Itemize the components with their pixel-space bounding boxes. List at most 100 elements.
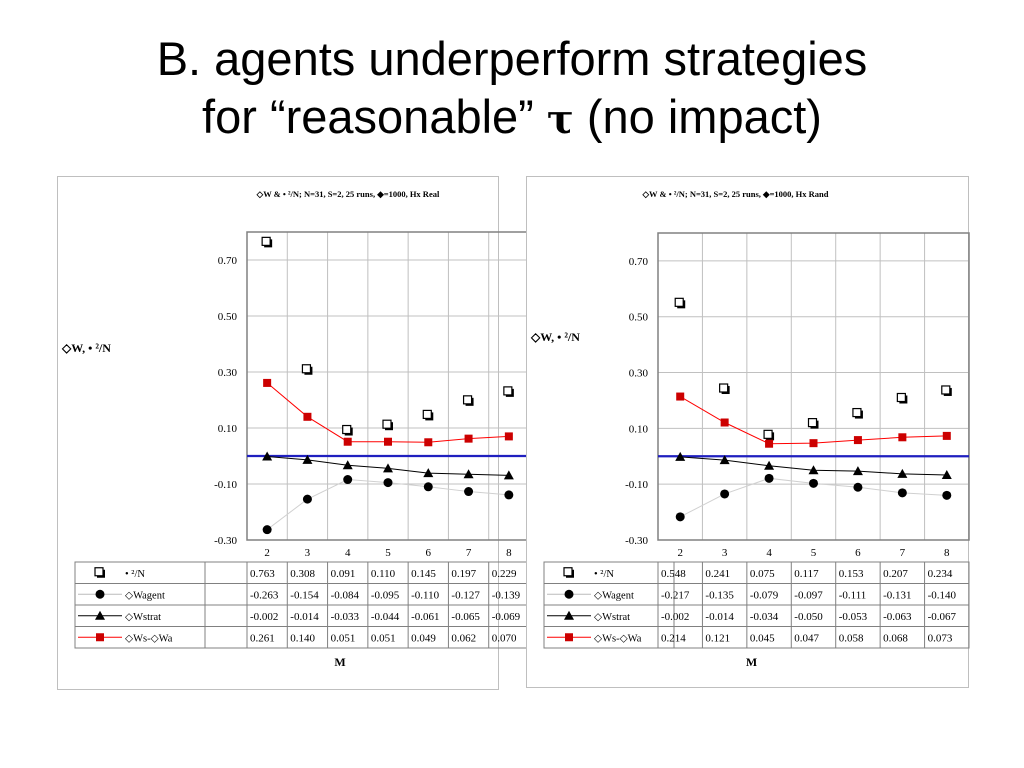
data-point xyxy=(504,490,514,500)
data-point xyxy=(261,236,271,246)
table-cell-value: 0.207 xyxy=(883,568,908,580)
data-point xyxy=(719,383,729,393)
data-point xyxy=(852,466,863,476)
data-point xyxy=(303,412,312,421)
legend-key-marker xyxy=(564,589,574,599)
series-1 xyxy=(262,475,514,535)
table-cell-value: 0.058 xyxy=(839,632,864,644)
y-tick-label: -0.30 xyxy=(214,535,237,547)
y-tick-label: 0.70 xyxy=(629,256,649,268)
data-point xyxy=(262,451,273,461)
data-point xyxy=(422,409,432,419)
y-axis-label: ◇W, • ²/N xyxy=(530,330,580,344)
table-cell-value: -0.061 xyxy=(411,611,439,623)
data-point xyxy=(720,489,730,499)
data-point xyxy=(764,460,775,470)
plot-frame xyxy=(246,231,530,541)
table-cell-value: 0.051 xyxy=(371,632,396,644)
data-point xyxy=(852,407,862,418)
table-cell-value: -0.002 xyxy=(661,611,689,623)
chart-panel-hx-rand: ◇W & • ²/N; N=31, S=2, 25 runs, ◆=1000, … xyxy=(526,176,970,688)
data-point xyxy=(302,454,313,464)
table-cell-value: 0.045 xyxy=(750,632,775,644)
table-cell-value: -0.084 xyxy=(331,589,360,601)
data-point xyxy=(809,478,818,488)
table-cell-value: 0.197 xyxy=(451,568,476,580)
series-0 xyxy=(261,236,514,436)
series-3 xyxy=(676,392,951,448)
x-axis-label: M xyxy=(746,655,757,669)
data-point xyxy=(343,475,353,485)
table-cell-value: 0.229 xyxy=(492,568,517,580)
table-cell-value: -0.050 xyxy=(794,611,823,623)
data-point xyxy=(809,439,818,448)
table-cell-value: 0.214 xyxy=(661,632,686,644)
table-cell-value: -0.044 xyxy=(371,611,400,623)
table-cell-value: -0.053 xyxy=(839,611,868,623)
table-cell-value: -0.131 xyxy=(883,589,911,601)
legend-entry-label: ◇Wagent xyxy=(125,590,165,601)
table-cell-value: -0.110 xyxy=(411,589,440,601)
table-cell-value: -0.095 xyxy=(371,589,400,601)
legend-key-marker xyxy=(94,567,104,577)
table-cell-value: 0.091 xyxy=(331,568,356,580)
data-point xyxy=(263,378,272,387)
data-point xyxy=(807,418,818,428)
chart-title: ◇W & • ²/N; N=31, S=2, 25 runs, ◆=1000, … xyxy=(642,189,829,199)
legend-entry-label: • ²/N xyxy=(594,569,614,580)
table-cell-value: 0.110 xyxy=(371,568,396,580)
series-1 xyxy=(675,473,952,522)
legend-key-marker xyxy=(564,610,574,620)
x-tick-label: 2 xyxy=(677,547,683,559)
table-cell-value: -0.139 xyxy=(492,589,521,601)
data-point xyxy=(765,439,774,448)
data-point xyxy=(853,436,862,445)
data-point xyxy=(342,460,353,470)
y-tick-label: 0.50 xyxy=(629,312,649,324)
data-table: • ²/N 0.548 0.241 0.075 0.117 0.153 0.207 0.234… xyxy=(543,561,970,649)
series-3 xyxy=(263,378,513,447)
data-table: • ²/N 0.763 0.308 0.091 0.110 0.145 0.197 0.229… xyxy=(74,561,530,649)
y-tick-label: 0.50 xyxy=(218,311,238,323)
table-cell-value: -0.154 xyxy=(290,589,319,601)
data-point xyxy=(423,482,433,492)
slide-title-line-1: B. agents underperform strategies xyxy=(156,32,868,85)
x-tick-label: 7 xyxy=(466,547,472,559)
data-point xyxy=(676,392,685,401)
legend-entry-label: ◇Wagent xyxy=(594,590,634,601)
legend-key-marker xyxy=(565,633,573,642)
table-cell-value: 0.062 xyxy=(451,632,476,644)
x-tick-label: 4 xyxy=(766,547,772,559)
table-cell-value: 0.073 xyxy=(928,632,953,644)
legend-entry-label: ◇Wstrat xyxy=(594,612,630,623)
data-point xyxy=(808,465,819,475)
table-cell-value: 0.051 xyxy=(331,632,356,644)
data-point xyxy=(301,364,312,374)
data-point xyxy=(898,433,907,442)
table-cell-value: -0.069 xyxy=(492,611,521,623)
x-tick-label: 6 xyxy=(855,547,861,559)
table-cell-value: 0.261 xyxy=(250,632,275,644)
data-point xyxy=(719,455,730,465)
table-cell-value: -0.111 xyxy=(839,589,867,601)
data-point xyxy=(384,437,392,446)
y-tick-label: 0.30 xyxy=(629,368,649,380)
table-cell-value: 0.548 xyxy=(661,568,686,580)
data-point xyxy=(674,297,684,307)
x-axis-label: M xyxy=(334,655,345,669)
data-point xyxy=(941,469,952,479)
data-point xyxy=(503,386,513,396)
data-point xyxy=(424,438,433,447)
plot-frame xyxy=(657,232,970,541)
table-cell-value: 0.121 xyxy=(705,632,730,644)
x-tick-label: 3 xyxy=(722,547,728,559)
table-cell-value: 0.234 xyxy=(928,568,953,580)
series-0 xyxy=(674,297,952,441)
chart-panel-hx-real: ◇W & • ²/N; N=31, S=2, 25 runs, ◆=1000, … xyxy=(57,176,530,690)
table-cell-value: 0.070 xyxy=(492,632,517,644)
data-point xyxy=(853,482,863,492)
y-tick-label: -0.10 xyxy=(625,479,648,491)
table-cell-value: -0.014 xyxy=(290,611,319,623)
chart-hx-real: ◇W & • ²/N; N=31, S=2, 25 runs, ◆=1000, … xyxy=(61,189,530,669)
data-point xyxy=(720,418,729,427)
